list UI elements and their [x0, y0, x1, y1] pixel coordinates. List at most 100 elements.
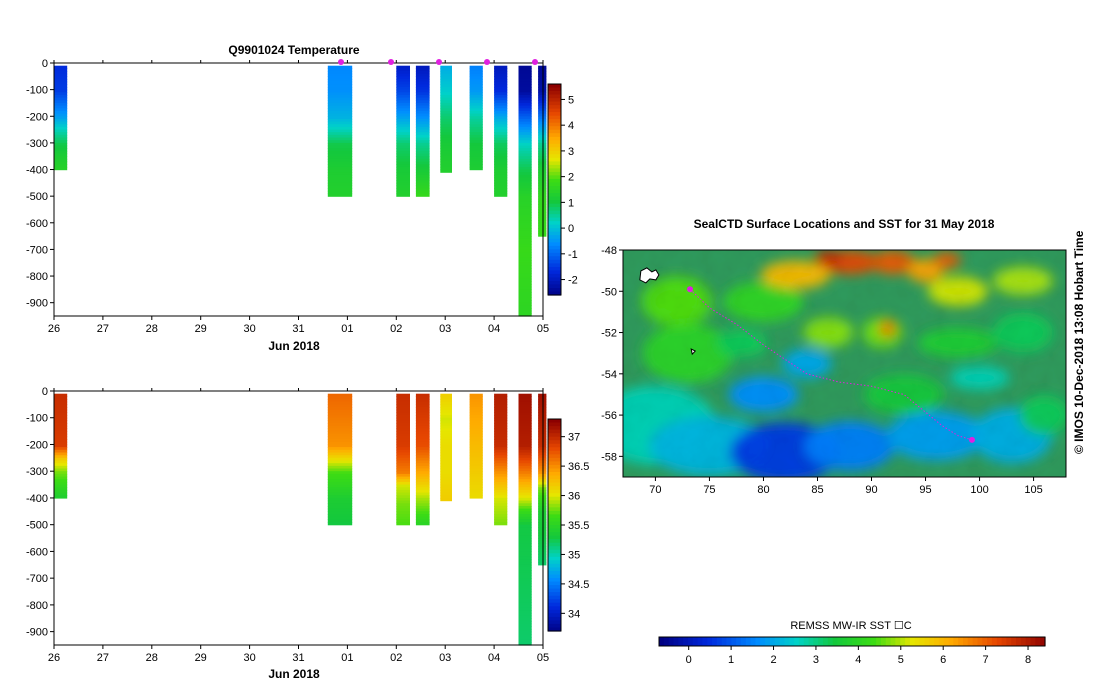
profile-cell	[415, 140, 430, 144]
profile-cell	[518, 241, 532, 245]
colorbar-step	[832, 637, 839, 646]
profile-cell	[494, 65, 508, 69]
colorbar-step	[818, 637, 824, 646]
profile-cell	[327, 457, 353, 462]
profile-cell	[396, 102, 410, 107]
profile-cell	[518, 506, 532, 510]
profile-cell	[518, 572, 532, 577]
x-tick-label: 27	[97, 323, 109, 335]
profile-cell	[327, 441, 353, 446]
colorbar-step	[548, 464, 561, 469]
profile-cell	[469, 444, 483, 448]
colorbar-step	[548, 161, 561, 166]
profile-cell	[518, 492, 532, 496]
profile-cell	[415, 76, 430, 80]
profile-cell	[396, 412, 410, 416]
profile-cell	[327, 134, 353, 139]
profile-cell	[494, 514, 508, 518]
profile-cell	[494, 71, 508, 75]
profile-cell	[396, 428, 410, 432]
profile-cell	[440, 471, 452, 475]
surface-marker	[338, 59, 344, 65]
sst-map-axes: 70 75 80 85 90 95 100 105 -48 -50 -52 -54 -56 -58	[601, 245, 1043, 496]
profile-cell	[469, 145, 483, 149]
profile-cell	[494, 417, 508, 421]
x-tick-label: 05	[537, 323, 549, 335]
colorbar-step	[548, 245, 561, 250]
profile-cell	[396, 182, 410, 187]
sst-patch	[728, 376, 799, 413]
profile-cell	[538, 124, 547, 128]
profile-cell	[415, 161, 430, 165]
profile-cell	[469, 81, 483, 85]
profile-cell	[538, 158, 547, 163]
colorbar-step	[548, 280, 561, 285]
profile-cell	[494, 447, 508, 451]
colorbar-frame	[658, 636, 1046, 647]
profile-cell	[396, 105, 410, 109]
profile-cell	[518, 105, 532, 109]
profile-cell	[415, 415, 430, 419]
profile-cell	[538, 105, 547, 109]
lon-tick-label: 75	[703, 484, 715, 496]
profile-cell	[396, 497, 410, 502]
profile-cell	[396, 156, 410, 160]
profile-cell	[538, 116, 547, 120]
profile-cell	[469, 164, 483, 168]
profile-cell	[54, 409, 68, 413]
colorbar-step	[548, 256, 561, 261]
colorbar-step	[548, 101, 561, 106]
profile-cell	[54, 487, 68, 491]
profile-cell	[518, 508, 532, 512]
colorbar-step	[987, 637, 993, 646]
profile-cell	[518, 500, 532, 504]
profile-cell	[415, 516, 430, 520]
profile-cell	[396, 492, 410, 496]
profile-cell	[440, 415, 452, 419]
colorbar-step	[972, 637, 978, 646]
profile-cell	[396, 441, 410, 446]
y-tick-label: -600	[26, 218, 48, 230]
colorbar-tick-label: 1	[568, 197, 574, 209]
profile-cell	[415, 142, 430, 147]
colorbar-step	[548, 486, 561, 491]
profile-cell	[494, 407, 508, 411]
profile-cell	[494, 97, 508, 101]
profile-cell	[415, 519, 430, 523]
sst-map: SealCTD Surface Locations and SST for 31…	[601, 217, 1067, 666]
profile-cell	[396, 73, 410, 77]
profile-cell	[440, 140, 452, 144]
profile-cell	[469, 457, 483, 462]
colorbar-step	[688, 637, 694, 646]
profile-cell	[396, 465, 410, 470]
profile-cell	[469, 452, 483, 456]
profile-cell	[469, 431, 483, 435]
colorbar-step	[548, 429, 561, 434]
profile-cell	[54, 158, 68, 163]
profile-cell	[327, 449, 353, 454]
colorbar-tick-label: 35	[568, 549, 580, 561]
colorbar-step	[548, 87, 561, 92]
profile-cell	[518, 209, 532, 213]
profile-cell	[415, 65, 430, 69]
profile-cell	[518, 511, 532, 515]
profile-cell	[538, 452, 547, 456]
sst-patch	[992, 267, 1053, 295]
lat-tick-label: -52	[601, 328, 617, 340]
colorbar-step	[548, 546, 561, 551]
profile-cell	[396, 132, 410, 136]
profile-cell	[538, 508, 547, 512]
profile-cell	[518, 188, 532, 192]
profile-cell	[440, 95, 452, 99]
profile-cell	[54, 164, 68, 168]
profile-cell	[396, 516, 410, 520]
profile-cell	[396, 473, 410, 478]
profile-cell	[518, 252, 532, 256]
profile-cell	[538, 487, 547, 491]
profile-cell	[440, 71, 452, 75]
profile-cell	[538, 479, 547, 483]
sst-colorbar-label: REMSS MW-IR SST ☐C	[790, 620, 911, 632]
profile-cell	[415, 484, 430, 488]
profile-cell	[54, 441, 68, 446]
profile-cell	[327, 495, 353, 499]
